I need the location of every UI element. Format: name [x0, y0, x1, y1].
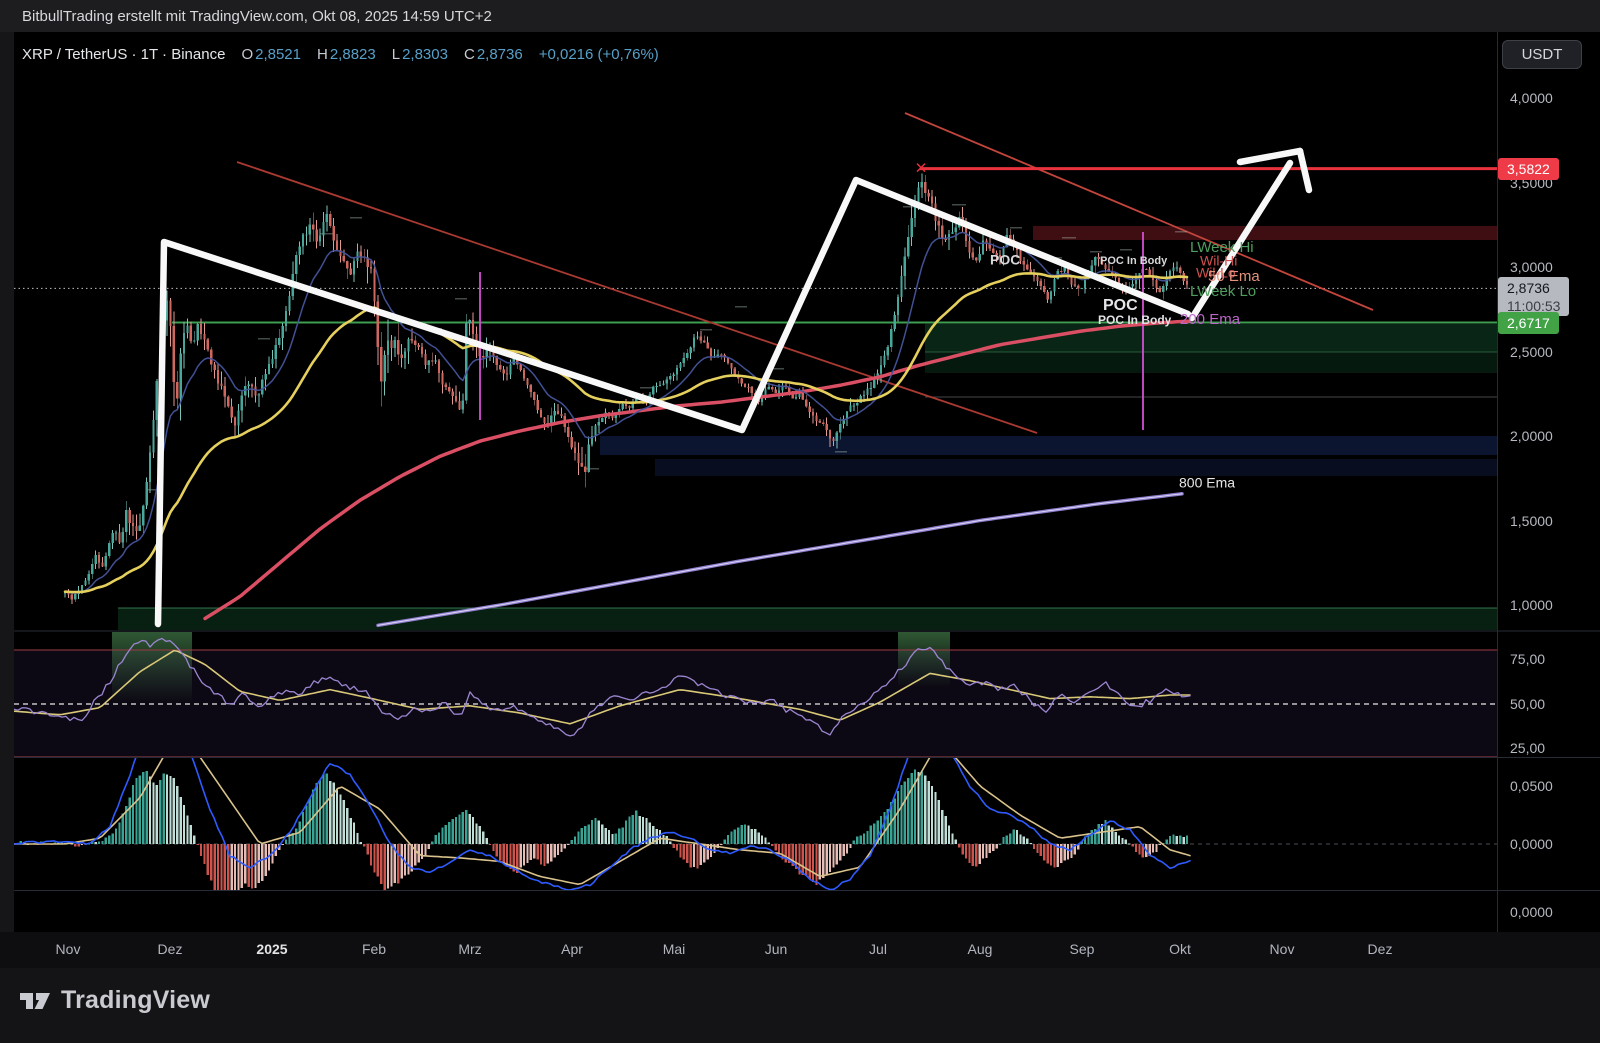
time-axis-bar[interactable] [0, 932, 1600, 968]
price-tick-label: 1,5000 [1510, 512, 1553, 529]
tradingview-logo-icon [20, 993, 50, 1009]
price-tick-label: 3,0000 [1510, 259, 1553, 275]
window-title: BitbullTrading erstellt mit TradingView.… [22, 7, 492, 25]
high-value: H 2,8823 [317, 46, 376, 63]
price-tick-label: 1,0000 [1510, 597, 1553, 613]
macd-tick-label: 0,0000 [1510, 836, 1553, 852]
macd-histogram [14, 769, 1189, 890]
time-tick-label: Mrz [458, 941, 482, 957]
svg-text:50 Ema: 50 Ema [1208, 268, 1260, 285]
rsi-tick-label: 75,00 [1510, 651, 1546, 667]
svg-text:POC: POC [1103, 297, 1138, 314]
price-tick-label: 2,0000 [1510, 428, 1553, 444]
rsi-tick-label: 50,00 [1510, 696, 1546, 712]
rsi-pane [14, 632, 1497, 757]
tradingview-logo[interactable]: TradingView [18, 985, 210, 1015]
time-tick-label: Mai [662, 941, 686, 957]
price-axis-divider [1497, 32, 1498, 968]
svg-text:Wil-Lo: Wil-Lo [1196, 265, 1236, 281]
candles-layer [63, 173, 1189, 604]
alert-price: 3,5822 [1507, 161, 1550, 177]
time-tick-label: Nov [55, 941, 81, 957]
pane-divider[interactable] [0, 890, 1600, 891]
time-tick-label: Dez [1367, 941, 1393, 957]
price-tick-label: 4,0000 [1510, 90, 1553, 106]
svg-text:800 Ema: 800 Ema [1179, 475, 1235, 491]
close-value: C 2,8736 [463, 46, 523, 63]
level-price-badge: 2,6717 [1498, 312, 1559, 334]
pane3-tick-label: 0,0000 [1510, 904, 1553, 920]
pane-divider[interactable] [0, 630, 1600, 632]
time-tick-label: Jun [764, 941, 788, 957]
symbol-title[interactable]: XRP / TetherUS · 1T · Binance [22, 46, 226, 63]
window-title-bar: BitbullTrading erstellt mit TradingView.… [0, 0, 1600, 32]
macd-tick-label: 0,0500 [1510, 778, 1553, 794]
tradingview-logo-text: TradingView [61, 985, 211, 1014]
svg-text:POC In Body: POC In Body [1100, 255, 1168, 267]
change-value: +0,0216 (+0,76%) [538, 46, 659, 63]
level-price: 2,6717 [1507, 315, 1550, 331]
bar-countdown: 11:00:53 [1507, 297, 1561, 314]
currency-toggle-button[interactable]: USDT [1502, 40, 1582, 69]
bottom-bar [0, 968, 1600, 1043]
time-tick-label: Aug [967, 941, 993, 957]
svg-text:200 Ema: 200 Ema [1180, 311, 1241, 328]
price-tick-label: 2,5000 [1510, 343, 1553, 360]
low-value: L 2,8303 [391, 46, 448, 63]
svg-text:LWeek Lo: LWeek Lo [1190, 283, 1256, 300]
pane-divider[interactable] [0, 757, 1600, 758]
open-value: O 2,8521 [241, 46, 301, 63]
main-pane [14, 112, 1497, 630]
time-tick-label: Feb [361, 941, 387, 957]
white-trend-drawing[interactable] [154, 147, 1313, 628]
left-strip [0, 32, 14, 968]
alert-price-badge[interactable]: 3,5822 [1498, 158, 1559, 180]
rsi-tick-label: 25,00 [1510, 740, 1546, 756]
time-tick-label: Sep [1069, 941, 1095, 957]
macd-pane [14, 758, 1497, 890]
time-tick-label: Okt [1169, 941, 1191, 957]
time-tick-label: Nov [1269, 941, 1295, 957]
svg-text:POC In Body: POC In Body [1098, 313, 1172, 327]
time-tick-label: 2025 [256, 941, 288, 957]
time-tick-label: Apr [561, 941, 583, 957]
svg-text:POC: POC [990, 252, 1020, 268]
svg-text:Wil-Hi: Wil-Hi [1200, 253, 1237, 269]
time-tick-label: Jul [869, 941, 887, 957]
last-price: 2,8736 [1507, 279, 1550, 296]
svg-text:LWeek Hi: LWeek Hi [1190, 239, 1254, 256]
time-tick-label: Dez [157, 941, 183, 957]
last-price-badge: 2,8736 11:00:53 [1498, 277, 1570, 316]
